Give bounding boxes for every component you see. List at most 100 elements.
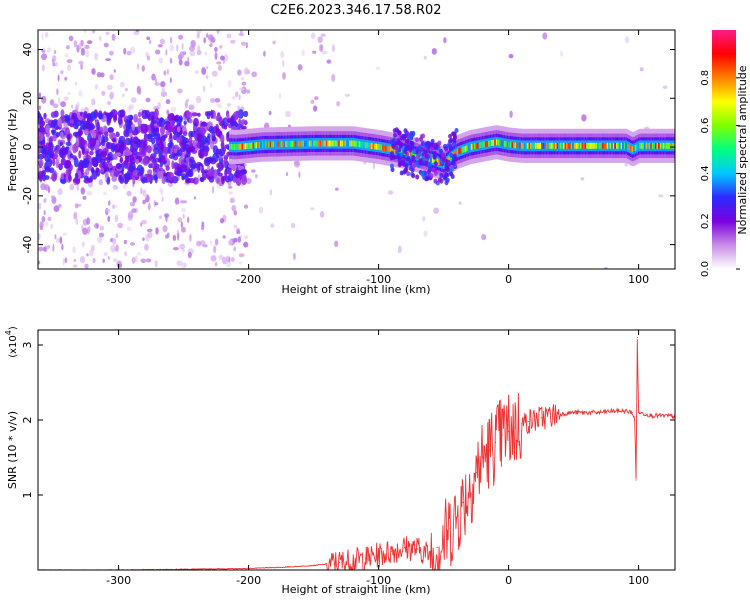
heatmap-speckle [107,101,111,105]
heatmap-ridge-cell [539,142,542,149]
heatmap-speckle-bump [448,138,452,144]
heatmap-speckle [98,179,104,186]
heatmap-speckle [43,198,47,203]
heatmap-speckle [47,216,52,221]
heatmap-speckle-bump [449,146,453,152]
heatmap-speckle [216,30,220,34]
heatmap-speckle [165,214,168,223]
heatmap-speckle-core [187,146,193,153]
heatmap-speckle-bump [408,134,413,140]
heatmap-ridge-cell [300,140,303,147]
heatmap-speckle-bump [420,171,425,177]
heatmap-ridge-cell [527,142,530,149]
heatmap-speckle-bump [454,128,459,133]
heatmap-speckle [103,191,107,196]
heatmap-ridge-cell [639,142,642,149]
snr-point [475,471,477,474]
heatmap-ridge-cell [533,142,536,149]
heatmap-ridge-cell [556,142,559,149]
heatmap-speckle [154,202,159,206]
heatmap-speckle [290,222,296,228]
heatmap-speckle-core [52,134,57,142]
heatmap-speckle [246,89,251,94]
heatmap-ridge-cell [569,142,572,149]
heatmap-speckle [331,73,336,82]
heatmap-speckle-bump [403,168,408,174]
heatmap-speckle-core [188,136,193,145]
heatmap-speckle-core [52,158,56,166]
heatmap-speckle [101,90,106,96]
heatmap-speckle-bump [452,131,457,137]
heatmap-speckle-core [97,133,102,143]
heatmap-speckle-core [228,164,235,169]
heatmap-ridge-cell [400,148,403,155]
heatmap-speckle [251,169,256,173]
heatmap-speckle [143,190,147,199]
heatmap-speckle [210,98,215,103]
heatmap-speckle [228,185,233,189]
heatmap-speckle [144,243,149,251]
heatmap-ridge-cell [575,142,578,149]
heatmap-speckle [112,238,117,245]
heatmap-speckle [126,190,132,197]
heatmap-speckle [145,234,148,242]
heatmap-ridge-cell [517,142,520,149]
heatmap-speckle [172,234,177,241]
heatmap-speckle [57,188,63,196]
heatmap-ridge-cell [553,142,556,149]
heatmap-ridge-cell [254,142,257,149]
heatmap-speckle-core [209,125,215,134]
heatmap-ridge-cell [313,140,316,147]
heatmap-speckle [278,92,282,100]
heatmap-speckle-bump [433,161,438,167]
colorbar-label: Normalized spectral amplitude [736,65,749,234]
heatmap-ridge-cell [595,142,598,149]
heatmap-ridge-cell [230,143,233,150]
heatmap-speckle [49,99,55,106]
heatmap-speckle [227,80,232,88]
heatmap-speckle [130,46,136,54]
heatmap-ridge-cell [244,143,247,150]
colorbar-tick-label: 0.6 [700,118,711,134]
heatmap-ridge-cell [499,139,501,146]
heatmap-speckle [92,257,96,264]
heatmap-speckle-core [129,157,136,165]
heatmap-speckle [158,215,163,220]
heatmap-speckle [63,122,68,129]
heatmap-speckle [148,39,152,45]
heatmap-ridge-cell [505,141,508,147]
heatmap-speckle [243,241,249,248]
heatmap-speckle [202,85,206,93]
heatmap-speckle [91,68,96,75]
heatmap-speckle-core [211,131,216,141]
snr-point [634,419,636,421]
heatmap-speckle [227,239,233,246]
heatmap-speckle-core [173,148,178,154]
heatmap-ridge-cell [470,143,473,150]
heatmap-speckle-core [50,129,57,134]
heatmap-speckle-core [161,175,166,185]
heatmap-speckle-core [128,132,133,138]
heatmap-speckle-core [96,121,100,131]
heatmap-ridge-cell [339,140,342,147]
heatmap-ridge-cell [620,142,623,149]
heatmap-speckle-core [241,175,248,186]
snr-x-label: 0 [505,574,512,587]
heatmap-speckle [73,211,78,220]
heatmap-speckle [170,106,177,113]
heatmap-ridge-cell [335,140,338,147]
heatmap-ridge-cell [294,140,297,147]
heatmap-speckle-core [60,109,65,117]
heatmap-speckle-core [199,143,205,151]
heatmap-speckle [181,226,186,233]
heatmap-speckle [127,211,134,219]
heatmap-speckle [222,235,226,239]
snr-y-axis-label: SNR (10 * v/v) [6,411,19,489]
heatmap-ridge-cell [297,140,300,147]
heatmap-speckle [155,227,159,235]
heatmap-speckle-core [135,158,140,165]
heatmap-speckle [433,207,439,214]
heatmap-speckle-core [196,134,203,143]
heatmap-speckle-core [74,146,79,152]
heatmap-speckle-core [73,122,79,130]
